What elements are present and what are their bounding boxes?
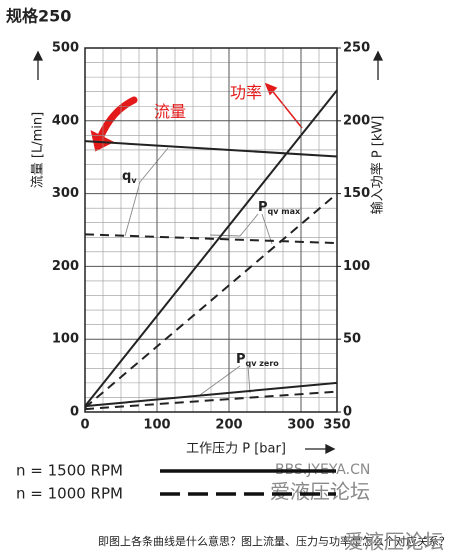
y2-tick-label: 0	[343, 405, 352, 420]
x-tick-label: 350	[323, 418, 350, 433]
axis-arrows	[32, 50, 384, 455]
annotation-text: P	[258, 200, 268, 215]
x-tick-label: 300	[287, 418, 314, 433]
annotation-text: 流量	[154, 102, 186, 121]
series-line	[84, 140, 338, 158]
red-annotations	[90, 82, 303, 152]
caption: 即图上各条曲线是什么意思？图上流量、压力与功率是怎么个对应关系？	[98, 534, 450, 548]
annotation: 功率	[230, 83, 262, 102]
y-tick-label: 200	[52, 259, 79, 274]
series-line	[84, 192, 338, 409]
x-tick-label: 200	[215, 418, 242, 433]
series-line	[84, 390, 338, 411]
annotation: qv	[122, 169, 137, 185]
x-axis-label: 工作压力 P [bar]	[186, 442, 286, 457]
annotation: 流量	[154, 102, 186, 121]
annotation-sub: v	[131, 176, 137, 185]
y-tick-label: 400	[52, 113, 79, 128]
plot-frame	[84, 47, 338, 413]
y2-tick-label: 100	[343, 259, 370, 274]
y2-tick-label: 150	[343, 186, 370, 201]
y2-tick-label: 50	[343, 332, 361, 347]
x-tick-label: 100	[143, 418, 170, 433]
chart-title: 规格250	[6, 7, 71, 26]
y-tick-label: 100	[52, 332, 79, 347]
annotation-text: 功率	[230, 83, 262, 102]
annotation: Pqv max	[258, 200, 301, 216]
legend-label: n = 1500 RPM	[16, 462, 123, 480]
annotation-text: q	[122, 169, 131, 184]
annotation-sub: qv max	[268, 207, 301, 216]
series-line	[84, 233, 338, 245]
y-tick-label: 0	[70, 405, 79, 420]
annotation-sub: qv zero	[246, 359, 280, 368]
y2-axis-label: 输入功率 P [kW]	[370, 116, 386, 215]
y2-tick-label: 200	[343, 113, 370, 128]
y2-tick-label: 250	[343, 41, 370, 56]
annotation-text: P	[236, 352, 246, 367]
series-line	[84, 381, 338, 408]
watermark: 爱液压论坛	[270, 480, 370, 504]
legend-label: n = 1000 RPM	[16, 485, 123, 503]
series-line	[84, 89, 338, 407]
y-axis-label: 流量 [L/min]	[31, 112, 46, 188]
y-tick-label: 500	[52, 41, 79, 56]
watermark: 爱液压论坛	[344, 530, 444, 554]
annotation: Pqv zero	[236, 352, 279, 368]
y-tick-label: 300	[52, 186, 79, 201]
x-tick-label: 0	[80, 418, 89, 433]
